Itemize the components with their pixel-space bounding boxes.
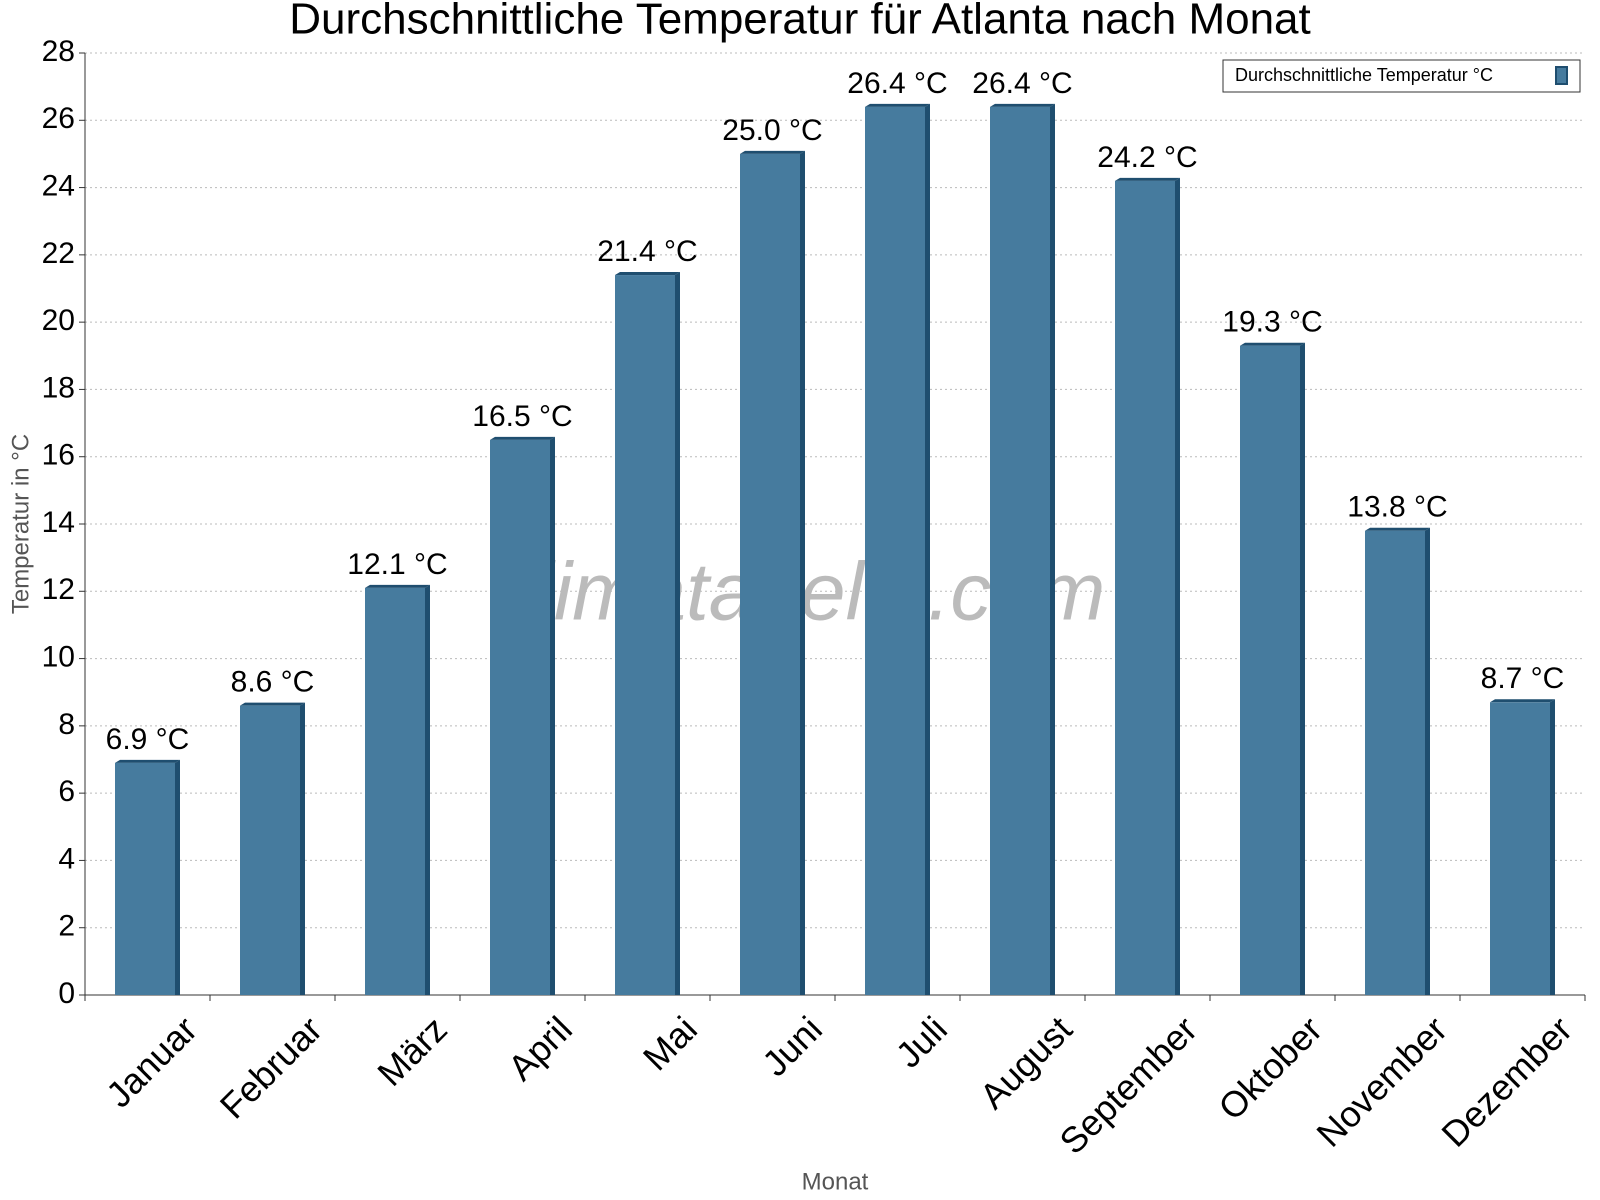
y-tick-label: 22 [42, 237, 75, 270]
bar-top [1115, 177, 1180, 181]
bar-top [865, 103, 930, 107]
y-tick-label: 26 [42, 102, 75, 135]
legend-swatch [1555, 66, 1568, 85]
bar [1115, 180, 1175, 996]
bar-side [800, 150, 805, 995]
y-tick-label: 10 [42, 640, 75, 673]
bar [1240, 345, 1300, 995]
legend-label: Durchschnittliche Temperatur °C [1235, 65, 1493, 85]
chart-title: Durchschnittliche Temperatur für Atlanta… [289, 0, 1311, 44]
bar [865, 106, 925, 996]
bar-top [740, 150, 805, 154]
bar-top [240, 702, 305, 706]
data-label: 16.5 °C [472, 400, 572, 433]
bar-side [425, 584, 430, 995]
bar-side [1300, 342, 1305, 995]
bar-side [1050, 103, 1055, 996]
bar [115, 762, 175, 995]
data-label: 25.0 °C [722, 114, 822, 147]
bar [240, 705, 300, 995]
bar-top [365, 584, 430, 588]
data-label: 6.9 °C [106, 723, 190, 756]
bar-top [1490, 699, 1555, 703]
y-tick-label: 0 [58, 977, 75, 1010]
data-label: 21.4 °C [597, 235, 697, 268]
y-tick-label: 18 [42, 371, 75, 404]
x-tick-label: September [1051, 1008, 1205, 1162]
data-label: 26.4 °C [847, 67, 947, 100]
y-tick-label: 14 [42, 506, 75, 539]
bar-side [675, 272, 680, 995]
y-tick-label: 16 [42, 439, 75, 472]
x-tick-label: Dezember [1433, 1008, 1579, 1154]
bar-side [175, 759, 180, 995]
x-tick-label: Juni [754, 1008, 830, 1084]
data-label: 8.6 °C [231, 666, 315, 699]
data-label: 19.3 °C [1222, 306, 1322, 339]
bar-top [115, 759, 180, 763]
bar-side [550, 436, 555, 996]
y-tick-label: 4 [58, 842, 75, 875]
y-tick-label: 24 [42, 169, 75, 202]
bar-side [1550, 699, 1555, 995]
y-axis-label: Temperatur in °C [7, 434, 34, 614]
x-tick-label: November [1308, 1008, 1454, 1154]
x-tick-label: Juli [888, 1008, 955, 1075]
bar [490, 439, 550, 996]
bar-top [615, 272, 680, 276]
x-tick-label: März [369, 1008, 455, 1094]
x-tick-label: Februar [212, 1008, 330, 1126]
bar-side [925, 103, 930, 996]
data-label: 24.2 °C [1097, 141, 1197, 174]
data-label: 12.1 °C [347, 548, 447, 581]
y-tick-label: 28 [42, 35, 75, 68]
data-label: 13.8 °C [1347, 491, 1447, 524]
bar [740, 153, 800, 995]
x-axis-label: Monat [802, 1168, 869, 1195]
bar-top [1365, 527, 1430, 531]
bar-top [990, 103, 1055, 107]
bar-side [1425, 527, 1430, 995]
data-label: 26.4 °C [972, 67, 1072, 100]
x-tick-label: April [500, 1008, 580, 1088]
y-tick-label: 20 [42, 304, 75, 337]
bar-side [300, 702, 305, 995]
bar [365, 587, 425, 995]
x-tick-label: Mai [635, 1008, 705, 1078]
data-label: 8.7 °C [1481, 662, 1565, 695]
bar-side [1175, 177, 1180, 996]
y-tick-label: 12 [42, 573, 75, 606]
bar [615, 275, 675, 995]
x-tick-label: Januar [98, 1008, 205, 1115]
y-tick-label: 8 [58, 708, 75, 741]
bar-top [490, 436, 555, 440]
bar-top [1240, 342, 1305, 346]
bar [990, 106, 1050, 996]
y-tick-label: 6 [58, 775, 75, 808]
y-tick-label: 2 [58, 910, 75, 943]
bar [1490, 702, 1550, 995]
x-tick-label: Oktober [1210, 1008, 1330, 1128]
bar [1365, 530, 1425, 995]
legend: Durchschnittliche Temperatur °C [1222, 59, 1581, 93]
x-tick-label: August [972, 1008, 1080, 1116]
legend-box [1222, 59, 1581, 93]
